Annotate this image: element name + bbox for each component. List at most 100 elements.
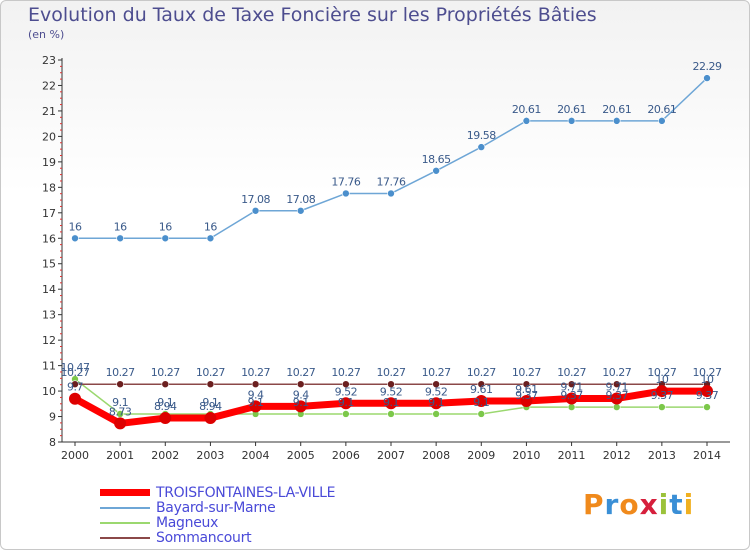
data-label: 10.27: [557, 366, 586, 379]
logo-letter: r: [604, 488, 620, 521]
x-tick-label: 2001: [106, 449, 134, 462]
data-point: [658, 403, 666, 411]
data-label: 10.27: [512, 366, 541, 379]
y-tick-label: 13: [42, 309, 56, 322]
y-tick-label: 18: [42, 181, 56, 194]
data-label: 9.61: [515, 383, 538, 396]
y-tick-label: 22: [42, 79, 56, 92]
data-point: [387, 380, 395, 388]
data-label: 9.71: [560, 380, 583, 393]
data-point: [655, 385, 668, 398]
y-tick-label: 17: [42, 207, 56, 220]
data-label: 10.27: [602, 366, 631, 379]
legend-label: TROISFONTAINES-LA-VILLE: [156, 484, 336, 501]
data-point: [387, 410, 395, 418]
data-label: 9.71: [605, 380, 628, 393]
data-point: [114, 417, 127, 430]
data-label: 10: [701, 373, 714, 386]
proxiti-logo: Proxiti: [583, 488, 694, 521]
logo-letter: x: [639, 488, 659, 521]
chart-subtitle: (en %): [28, 28, 65, 41]
legend-item-sommancourt: Sommancourt: [100, 530, 335, 546]
data-label: 10.47: [61, 361, 90, 374]
data-label: 9.4: [248, 388, 264, 401]
legend-label: Magneux: [156, 514, 219, 531]
data-point: [251, 380, 260, 388]
data-point: [204, 412, 217, 425]
data-label: 9.1: [428, 396, 444, 409]
x-tick-label: 2007: [377, 449, 405, 462]
data-point: [116, 380, 124, 388]
data-label: 20.61: [647, 103, 676, 116]
data-label: 10.27: [693, 366, 722, 379]
legend-label: Bayard-sur-Marne: [156, 499, 276, 516]
data-point: [522, 117, 531, 125]
y-tick-label: 10: [42, 385, 56, 398]
logo-letter: t: [669, 488, 684, 521]
data-point: [296, 380, 305, 388]
data-point: [159, 412, 172, 425]
data-point: [477, 143, 486, 151]
data-point: [612, 403, 621, 411]
legend-swatch: [100, 521, 150, 524]
data-label: 17.76: [377, 175, 406, 188]
x-tick-label: 2013: [648, 449, 676, 462]
data-label: 9.1: [157, 396, 173, 409]
logo-letter: i: [683, 488, 695, 521]
data-point: [612, 380, 621, 388]
data-point: [658, 117, 666, 125]
data-label: 8.94: [199, 400, 222, 413]
y-tick-label: 12: [42, 334, 56, 347]
x-tick-label: 2005: [287, 449, 315, 462]
data-point: [206, 380, 215, 388]
data-label: 9.4: [293, 388, 309, 401]
data-label: 17.08: [241, 193, 270, 206]
logo-letter: i: [658, 488, 670, 521]
data-label: 10.27: [241, 366, 270, 379]
data-label: 16: [204, 220, 217, 233]
data-label: 10.27: [286, 366, 315, 379]
data-label: 9.7: [67, 381, 83, 394]
data-label: 9.37: [605, 389, 628, 402]
x-tick-label: 2003: [196, 449, 224, 462]
data-point: [71, 234, 79, 243]
y-tick-label: 8: [49, 436, 56, 449]
logo-letter: P: [583, 488, 605, 521]
data-label: 17.08: [286, 193, 315, 206]
data-point: [161, 234, 170, 243]
data-label: 20.61: [557, 103, 586, 116]
data-point: [342, 189, 350, 198]
data-label: 10.27: [151, 366, 180, 379]
data-point: [477, 380, 486, 388]
x-tick-label: 2012: [603, 449, 631, 462]
data-point: [206, 234, 215, 243]
data-label: 18.65: [422, 153, 451, 166]
chart-legend: TROISFONTAINES-LA-VILLE Bayard-sur-Marne…: [100, 484, 336, 546]
data-label: 9.1: [202, 396, 218, 409]
data-point: [475, 394, 488, 407]
data-label: 10.27: [467, 366, 496, 379]
data-label: 9.1: [338, 396, 354, 409]
data-label: 20.61: [512, 103, 541, 116]
x-tick-label: 2011: [558, 449, 586, 462]
data-label: 16: [69, 220, 82, 233]
data-label: 8.94: [154, 400, 177, 413]
legend-item-bayard: Bayard-sur-Marne: [100, 499, 335, 516]
data-label: 9.1: [112, 396, 128, 409]
data-label: 10: [655, 373, 668, 386]
data-point: [249, 400, 262, 413]
x-tick-label: 2009: [467, 449, 495, 462]
data-label: 10.27: [647, 366, 676, 379]
data-label: 9.1: [293, 396, 309, 409]
data-label: 10.27: [422, 366, 451, 379]
y-tick-label: 16: [42, 232, 56, 245]
data-point: [385, 397, 397, 410]
data-point: [116, 234, 124, 243]
data-point: [703, 74, 711, 82]
data-point: [567, 380, 576, 388]
data-point: [251, 206, 260, 215]
data-label: 9.61: [470, 383, 493, 396]
data-point: [520, 394, 533, 407]
data-point: [477, 410, 486, 418]
data-point: [430, 397, 443, 410]
